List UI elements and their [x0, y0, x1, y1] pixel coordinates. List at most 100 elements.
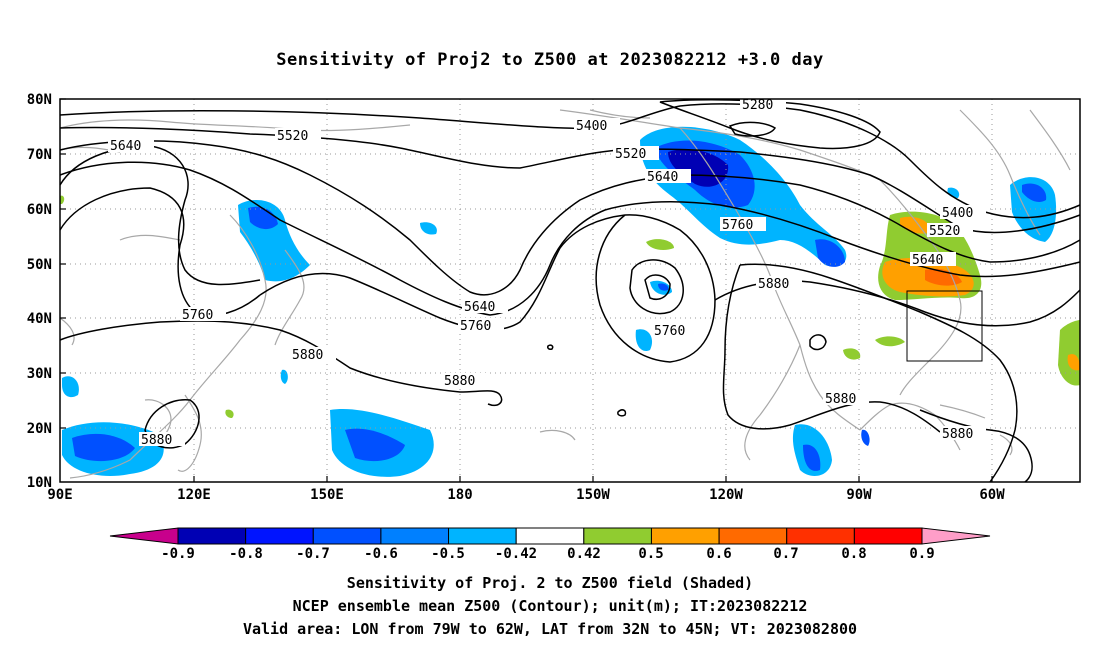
svg-text:5640: 5640 [110, 139, 141, 154]
svg-text:5880: 5880 [141, 433, 172, 448]
svg-text:5640: 5640 [912, 253, 943, 268]
contour-label-5880c: 5880 [442, 373, 488, 389]
contour-label-5520c: 5520 [927, 223, 973, 239]
contour-label-5400a: 5400 [574, 118, 620, 134]
colorbar: -0.9 -0.8 -0.7 -0.6 -0.5 -0.42 0.42 0.5 … [109, 527, 991, 562]
colorbar-left-arrow [109, 527, 179, 545]
colorbar-label: 0.7 [773, 546, 798, 562]
contour-label-5760a: 5760 [720, 217, 766, 233]
sensitivity-shading [60, 126, 1080, 477]
pos-region-west [646, 239, 674, 250]
neg-region-japan-core [248, 206, 278, 230]
lat-label: 20N [27, 421, 52, 437]
colorbar-label: 0.6 [706, 546, 731, 562]
neg-region-greenland-core [1022, 183, 1047, 203]
gridlines [60, 99, 1080, 482]
contour-5400 [59, 103, 1081, 219]
svg-text:5520: 5520 [929, 224, 960, 239]
latitude-labels: 80N 70N 60N 50N 40N 30N 20N 10N [27, 92, 52, 491]
colorbar-box [245, 527, 314, 545]
pos-region-tiny [225, 409, 234, 418]
lon-label: 120E [177, 487, 211, 503]
contour-label-5640d: 5640 [462, 299, 508, 315]
neg-region-small2 [280, 369, 288, 384]
svg-text:5880: 5880 [444, 374, 475, 389]
contour-label-5640a: 5640 [108, 138, 154, 154]
colorbar-box [312, 527, 382, 545]
contour-label-5640b: 5640 [645, 169, 691, 185]
colorbar-box [177, 527, 247, 545]
neg-region-small [420, 222, 437, 235]
lon-label: 60W [979, 487, 1005, 503]
map-panel: 5280 5400 5400 5520 5520 5520 5640 5640 … [59, 97, 1081, 483]
svg-text:5880: 5880 [825, 392, 856, 407]
contour-label-5400b: 5400 [940, 205, 986, 221]
pos-region-sm1 [843, 348, 861, 360]
colorbar-label: -0.8 [229, 546, 263, 562]
lon-label: 90E [47, 487, 72, 503]
colorbar-label: 0.5 [638, 546, 663, 562]
colorbar-label: -0.9 [161, 546, 195, 562]
colorbar-label: 0.8 [841, 546, 866, 562]
footer-line-2: NCEP ensemble mean Z500 (Contour); unit(… [292, 597, 808, 615]
colorbar-label: -0.42 [495, 546, 537, 562]
svg-text:5640: 5640 [647, 170, 678, 185]
map-title: Sensitivity of Proj2 to Z500 at 20230822… [276, 50, 824, 70]
pos-region-sm2 [875, 336, 905, 347]
valid-area-box [906, 290, 983, 362]
colorbar-box [448, 527, 517, 545]
colorbar-box [380, 527, 450, 545]
neg-region-gulf [861, 429, 870, 446]
colorbar-label: 0.42 [567, 546, 601, 562]
svg-text:5760: 5760 [722, 218, 753, 233]
svg-text:5760: 5760 [460, 319, 491, 334]
lat-label: 40N [27, 311, 52, 327]
contour-label-5520a: 5520 [275, 128, 321, 144]
footer-line-3: Valid area: LON from 79W to 62W, LAT fro… [242, 620, 858, 638]
contour-label-5760d: 5760 [652, 323, 698, 339]
svg-text:5880: 5880 [758, 277, 789, 292]
axis-ticks [60, 98, 993, 482]
contour-label-5520b: 5520 [613, 146, 659, 162]
svg-text:5760: 5760 [182, 308, 213, 323]
svg-text:5400: 5400 [942, 206, 973, 221]
colorbar-label: -0.6 [364, 546, 398, 562]
contour-label-5640c: 5640 [910, 252, 956, 268]
contour-5760-inner [629, 259, 684, 315]
lon-label: 150E [310, 487, 344, 503]
colorbar-labels: -0.9 -0.8 -0.7 -0.6 -0.5 -0.42 0.42 0.5 … [161, 546, 935, 562]
contour-5760-trough [595, 214, 716, 363]
neg-region-low-core [658, 283, 669, 291]
contour-label-5880a: 5880 [756, 276, 802, 292]
contour-label-5760b: 5760 [180, 307, 226, 323]
colorbar-right-arrow [921, 527, 991, 545]
lon-label: 90W [846, 487, 872, 503]
colorbar-label: -0.5 [431, 546, 465, 562]
contour-label-5880d: 5880 [823, 391, 869, 407]
contour-5880-east [919, 409, 1033, 483]
footer-line-1: Sensitivity of Proj. 2 to Z500 field (Sh… [346, 574, 754, 592]
neg-region-mexico-core [803, 444, 821, 471]
colorbar-label: -0.7 [296, 546, 330, 562]
pos-region-tiny2 [60, 195, 65, 204]
contour-inner-low [728, 121, 777, 137]
lat-label: 80N [27, 92, 52, 108]
contour-label-5880e: 5880 [139, 432, 185, 448]
colorbar-label: 0.9 [909, 546, 934, 562]
contour-5760-inner2 [644, 274, 671, 300]
neg-region-pacific-core [345, 428, 405, 462]
pos-region-east-core [1067, 354, 1080, 371]
lon-label: 150W [576, 487, 610, 503]
colorbar-box [515, 527, 585, 545]
neg-region-alaska-core [668, 149, 729, 187]
colorbar-box [853, 527, 923, 545]
contour-labels: 5280 5400 5400 5520 5520 5520 5640 5640 … [108, 97, 986, 448]
svg-text:5640: 5640 [464, 300, 495, 315]
contour-label-5880f: 5880 [940, 426, 986, 442]
neg-region-midwest [815, 239, 845, 267]
svg-text:5280: 5280 [742, 98, 773, 113]
svg-text:5880: 5880 [292, 348, 323, 363]
lat-label: 30N [27, 366, 52, 382]
contour-5520 [59, 126, 1081, 234]
